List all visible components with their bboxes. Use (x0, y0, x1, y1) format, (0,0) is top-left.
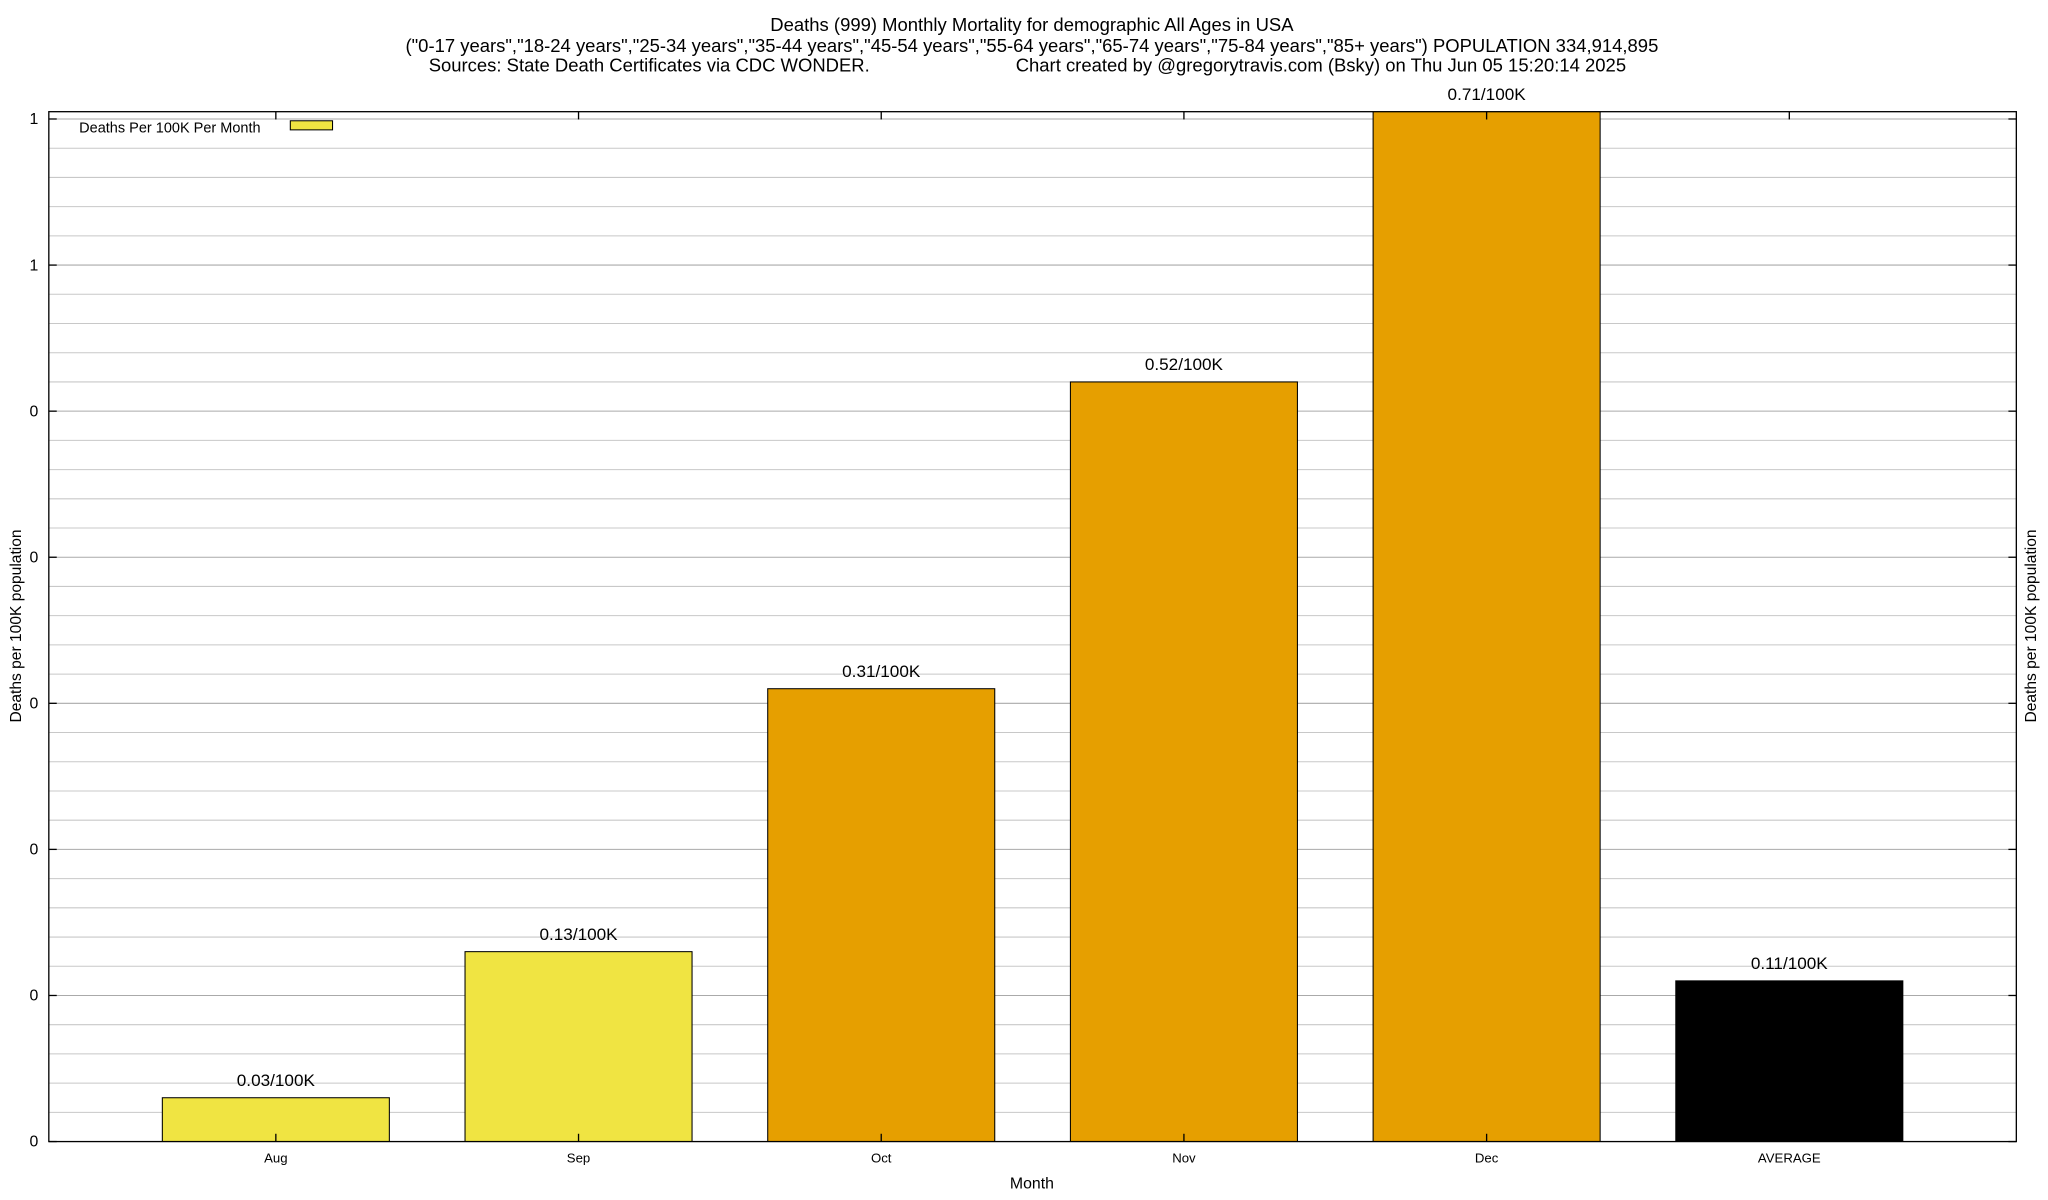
y-tick-label: 1 (29, 111, 38, 128)
bar (1675, 980, 1904, 1142)
y-tick-label: 0 (29, 403, 38, 420)
x-tick-label: AVERAGE (1758, 1150, 1821, 1165)
x-axis-label: Month (1010, 1175, 1054, 1192)
x-tick-label: Aug (264, 1150, 287, 1165)
bar (1372, 111, 1601, 1142)
foreground: 0 0 0 0 0 0 1 1 Aug 0.03/100K Sep 0.13/100K Oct 0.31/… (29, 85, 2017, 1165)
y-tick-label: 1 (29, 257, 38, 274)
legend-swatch (289, 120, 334, 131)
y-axis-label: Deaths per 100K population (8, 529, 25, 722)
x-tick-label: Nov (1172, 1150, 1196, 1165)
data-label: 0.52/100K (1145, 355, 1224, 374)
bars (161, 111, 1904, 1142)
bar (1069, 381, 1298, 1142)
y-tick-label: 0 (29, 988, 38, 1005)
plot-frame (48, 111, 2017, 1143)
y2-axis-label: Deaths per 100K population (2023, 529, 2040, 722)
source: Sources: State Death Certificates via CD… (429, 55, 870, 76)
y-tick-label: 0 (29, 842, 38, 859)
data-label: 0.11/100K (1751, 954, 1829, 973)
bar (767, 688, 996, 1142)
data-label: 0.13/100K (539, 925, 618, 944)
chart-subtitle: ("0-17 years","18-24 years","25-34 years… (405, 35, 1658, 56)
x-tick-label: Dec (1475, 1150, 1499, 1165)
y-tick-label: 0 (29, 696, 38, 713)
chart-title: Deaths (999) Monthly Mortality for demog… (770, 14, 1294, 35)
y-tick-label: 0 (29, 550, 38, 567)
data-label: 0.31/100K (842, 662, 921, 681)
bar (464, 951, 693, 1142)
data-label: 0.03/100K (237, 1071, 316, 1090)
data-label: 0.71/100K (1448, 85, 1527, 104)
x-tick-label: Oct (871, 1150, 892, 1165)
y-tick-label: 0 (29, 1134, 38, 1151)
legend-label: Deaths Per 100K Per Month (79, 121, 260, 137)
credit: Chart created by @gregorytravis.com (Bsk… (1016, 55, 1626, 76)
x-tick-label: Sep (567, 1150, 590, 1165)
